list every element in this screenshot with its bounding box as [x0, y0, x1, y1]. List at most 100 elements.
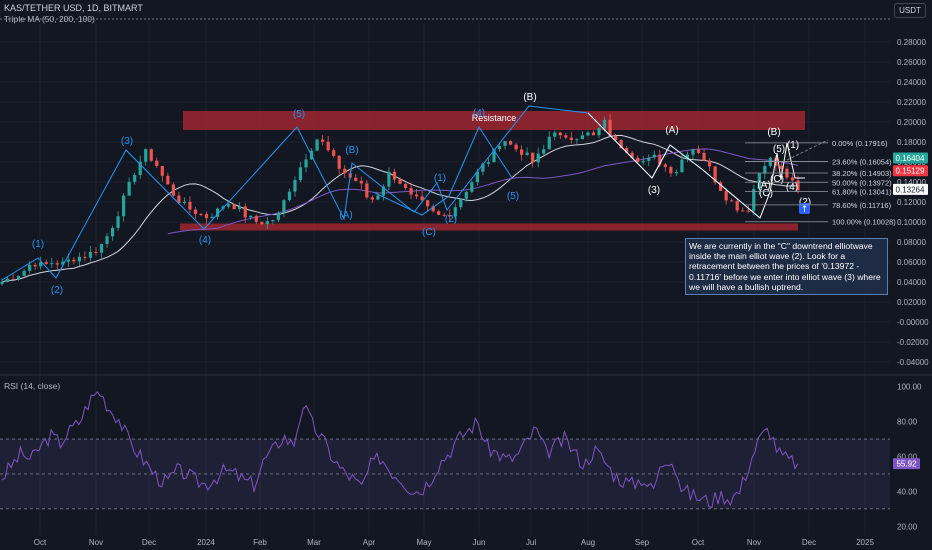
candle-body: [127, 181, 131, 196]
wave-label: (5): [293, 109, 305, 120]
candle-body: [531, 152, 535, 163]
candle-body: [508, 141, 513, 145]
candle-body: [88, 251, 93, 258]
candle-body: [61, 261, 65, 265]
candle-body: [116, 216, 120, 228]
candle-body: [459, 198, 463, 208]
candle-body: [276, 212, 280, 221]
candle-body: [354, 177, 358, 181]
candle-body: [779, 165, 784, 169]
candle-body: [564, 135, 568, 138]
wave-label: (C): [422, 227, 436, 238]
candle-body: [199, 213, 203, 215]
candle-body: [702, 152, 706, 161]
candle-body: [752, 188, 756, 211]
time-tick-label: May: [416, 538, 431, 547]
candle-body: [44, 262, 48, 264]
candle-body: [481, 163, 485, 172]
candle-body: [520, 149, 524, 155]
candle-body: [514, 144, 518, 150]
price-tick-label: 0.12000: [897, 198, 926, 207]
time-tick-label: Apr: [363, 538, 376, 547]
price-tick-label: -0.02000: [897, 338, 929, 347]
price-tick-label: 0.20000: [897, 118, 926, 127]
candle-body: [282, 200, 286, 213]
candle-body: [77, 256, 81, 262]
candle-body: [691, 149, 695, 155]
candle-body: [730, 200, 734, 202]
candle-body: [652, 154, 656, 158]
candle-body: [669, 167, 673, 174]
currency-button[interactable]: USDT: [894, 3, 926, 18]
candle-body: [525, 152, 529, 155]
wave-label: (C): [759, 188, 773, 199]
candle-body: [28, 264, 32, 271]
fib-level-label: 100.00% (0.10028): [832, 218, 896, 227]
candle-body: [613, 135, 618, 140]
candle-body: [16, 275, 21, 280]
candle-body: [5, 278, 10, 283]
price-tick-label: 0.28000: [897, 38, 926, 47]
candle-body: [746, 210, 750, 212]
price-tick-label: 0.10000: [897, 218, 926, 227]
rsi-tick-label: 80.00: [897, 418, 918, 427]
wave-label: (1): [787, 140, 799, 151]
candle-body: [437, 211, 441, 215]
rsi-value-badge: [893, 458, 920, 470]
wave-label: (B): [345, 145, 358, 156]
candle-body: [188, 201, 192, 210]
wave-label: (2): [445, 214, 457, 225]
zones: Resistance: [180, 111, 805, 231]
price-badge-label: 0.13264: [896, 185, 925, 194]
rsi-tick-label: 60.00: [897, 453, 918, 462]
candle-body: [497, 145, 502, 150]
candle-body: [210, 216, 214, 219]
fib-level-label: 50.00% (0.13972): [832, 178, 892, 187]
candle-body: [719, 182, 723, 191]
wave-label: (4): [473, 108, 485, 119]
candle-body: [254, 215, 258, 222]
wave-label: (5): [773, 144, 785, 155]
candle-body: [658, 154, 662, 165]
candle-body: [11, 278, 15, 280]
candle-body: [326, 141, 330, 151]
wave-label: (A): [757, 180, 770, 191]
candle-body: [503, 141, 507, 146]
candle-body: [94, 251, 98, 253]
candle-body: [232, 204, 236, 210]
wave-label: (A): [339, 210, 352, 221]
candle-body: [470, 182, 474, 192]
candle-body: [790, 177, 795, 181]
candle-body: [177, 195, 181, 203]
price-tick-label: -0.00000: [897, 318, 929, 327]
candle-body: [298, 167, 303, 181]
candle-body: [359, 180, 363, 184]
candle-body: [763, 165, 767, 174]
fib-level-label: 38.20% (0.14903): [832, 169, 892, 178]
wave-label: (B): [767, 127, 780, 138]
candle-body: [608, 119, 612, 136]
candle-body: [271, 220, 275, 222]
candle-body: [586, 132, 590, 136]
candle-body: [315, 139, 319, 151]
time-tick-label: Feb: [253, 538, 267, 547]
price-tick-label: 0.04000: [897, 278, 926, 287]
wave-label: (2): [51, 285, 63, 296]
axes: 0.28000 0.26000 0.24000 0.22000 0.20000 0.180…: [34, 38, 929, 547]
candle-body: [475, 171, 479, 183]
fib-level-label: 78.60% (0.11716): [832, 201, 892, 210]
wave-label: (5): [507, 191, 519, 202]
price-badge: [893, 183, 928, 195]
candle-body: [99, 244, 104, 253]
time-tick-label: Oct: [692, 538, 705, 547]
wave-label: (C): [770, 174, 784, 185]
sub-wave-line: [374, 125, 513, 216]
candle-body: [453, 207, 457, 217]
wave-label: (A): [665, 125, 678, 136]
price-badge: [893, 152, 928, 164]
candle-body: [227, 204, 231, 207]
wave-label: (3): [648, 185, 660, 196]
candle-body: [110, 227, 115, 237]
candle-body: [757, 173, 761, 189]
candle-body: [636, 157, 640, 163]
